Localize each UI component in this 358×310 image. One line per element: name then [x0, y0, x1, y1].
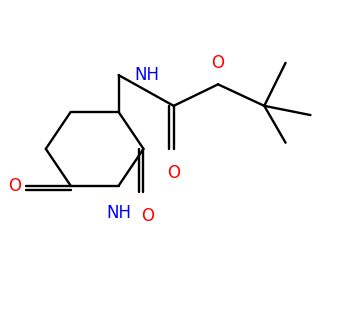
Text: NH: NH [135, 66, 160, 84]
Text: O: O [212, 54, 224, 72]
Text: NH: NH [106, 204, 131, 222]
Text: O: O [167, 164, 180, 182]
Text: O: O [8, 177, 21, 195]
Text: O: O [142, 207, 155, 225]
